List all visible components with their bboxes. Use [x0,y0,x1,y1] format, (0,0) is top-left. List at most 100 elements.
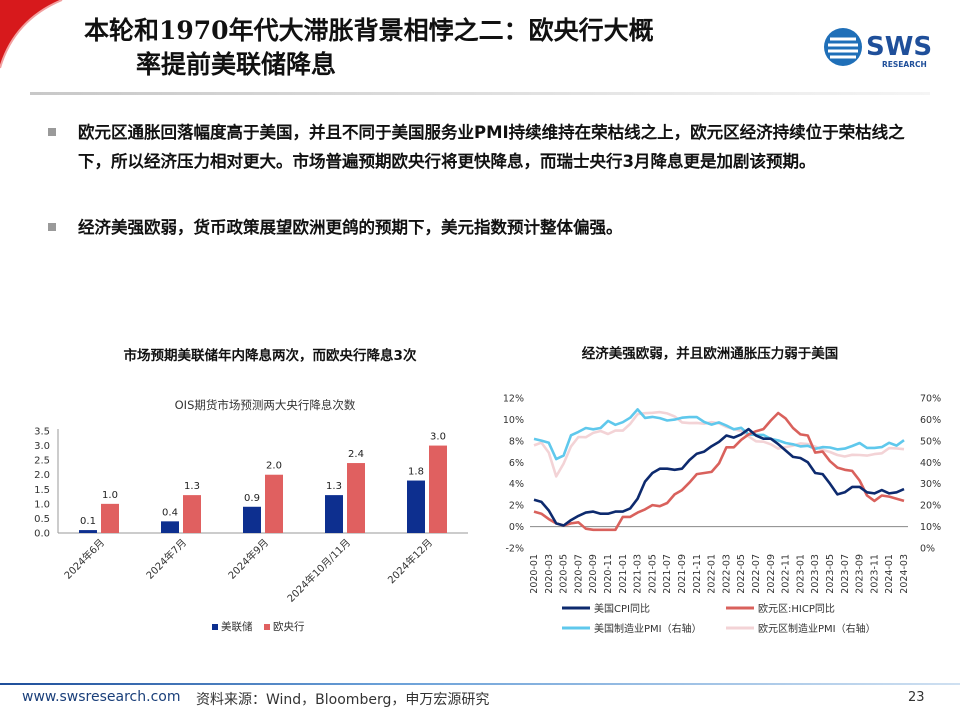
chart2-line-us-pmi [533,408,905,461]
chart1-ytick-label: 2.5 [34,456,50,467]
inflation-pmi-line-chart: -2% 0% 2% 4% 6% 8% 10% 12% 0% 10% 20% 30% 40% 50% 60% 7… [503,394,941,636]
chart2-left-tick-label: 10% [503,415,524,426]
chart1-bar-ecb [101,503,119,533]
chart2-right-tick-label: 70% [920,394,941,405]
chart2-left-tick-label: 6% [509,458,524,469]
chart1-data-label: 0.4 [162,507,178,518]
chart1-data-label: 1.3 [184,481,200,492]
chart1-category-label: 2024年10月/11月 [284,536,353,605]
chart1-legend-label: 欧央行 [273,620,305,633]
chart1-ytick-label: 0.0 [34,529,50,540]
chart2-x-tick-label: 2022-09 [766,554,777,594]
chart1-bar-fed [79,530,97,533]
chart1-bar-fed [243,506,261,533]
chart1-bar-ecb [265,474,283,533]
page-number: 23 [908,690,925,705]
chart1-legend-swatch [212,624,218,630]
chart1-data-label: 1.8 [408,467,424,478]
chart1-bar-ecb [347,463,365,533]
chart2-x-tick-label: 2020-11 [603,554,614,594]
chart2-left-tick-label: 4% [509,479,524,490]
chart2-x-tick-label: 2020-07 [573,554,584,594]
chart2-right-tick-label: 0% [920,544,935,555]
chart1-data-label: 3.0 [430,432,446,443]
chart2-left-tick-label: 8% [509,436,524,447]
chart1-category-label: 2024年6月 [61,536,107,582]
chart2-left-tick-label: 2% [509,501,524,512]
chart2-left-tick-label: 12% [503,394,524,405]
chart2-x-tick-label: 2024-01 [884,554,895,594]
chart2-panel-title: 经济美强欧弱，并且欧洲通胀压力弱于美国 [581,346,839,362]
chart1-bar-fed [325,495,343,533]
bullet-1-text: 欧元区通胀回落幅度高于美国，并且不同于美国服务业PMI持续维持在荣枯线之上，欧元… [78,123,905,171]
chart1-ytick-label: 1.5 [34,485,50,496]
chart2-x-tick-label: 2023-03 [810,554,821,594]
chart2-right-tick-label: 60% [920,415,941,426]
chart2-line-ez-hicp [533,411,905,532]
chart1-data-label: 1.0 [102,490,118,501]
chart2-legend-label: 美国CPI同比 [594,602,650,615]
chart1-ytick-label: 3.0 [34,441,50,452]
footer-website-link[interactable]: www.swsresearch.com [22,689,181,705]
chart2-x-tick-label: 2021-03 [633,554,644,594]
chart2-line-us-cpi [533,427,905,527]
chart1-legend-label: 美联储 [221,620,253,633]
rate-cut-bar-chart: OIS期货市场预测两大央行降息次数 0.0 0.5 1.0 1.5 2.0 2.5 3.0 3.… [34,398,468,633]
chart1-data-label: 1.3 [326,481,342,492]
bullet-square-icon [48,128,56,136]
chart2-x-tick-label: 2021-07 [662,554,673,594]
chart1-bar-ecb [183,495,201,533]
logo-text: SWS [866,32,932,62]
chart2-right-tick-label: 10% [920,522,941,533]
sws-logo: SWS RESEARCH [824,28,932,69]
chart2-x-tick-label: 2021-01 [618,554,629,594]
chart2-x-tick-label: 2023-09 [855,554,866,594]
bullet-1: 欧元区通胀回落幅度高于美国，并且不同于美国服务业PMI持续维持在荣枯线之上，欧元… [48,118,928,176]
bullet-2-text: 经济美强欧弱，货币政策展望欧洲更鸽的预期下，美元指数预计整体偏强。 [78,218,623,237]
chart2-legend-label: 欧元区制造业PMI（右轴） [758,622,876,635]
chart1-legend-swatch [264,624,270,630]
chart2-left-tick-label: 0% [509,522,524,533]
chart1-panel-title: 市场预期美联储年内降息两次，而欧央行降息3次 [123,348,417,364]
chart2-right-tick-label: 30% [920,479,941,490]
chart2-x-tick-label: 2021-05 [647,554,658,594]
chart2-right-tick-label: 50% [920,436,941,447]
chart1-ytick-label: 1.0 [34,499,50,510]
corner-arc-decoration [0,0,63,69]
chart2-x-tick-label: 2022-01 [707,554,718,594]
chart2-x-tick-label: 2023-07 [840,554,851,594]
chart2-x-tick-label: 2021-11 [692,554,703,594]
chart2-x-tick-label: 2021-09 [677,554,688,594]
chart1-bar-fed [407,480,425,533]
chart2-x-tick-label: 2020-03 [544,554,555,594]
chart2-right-tick-label: 40% [920,458,941,469]
chart1-title: OIS期货市场预测两大央行降息次数 [175,398,356,412]
logo-subtext: RESEARCH [882,60,927,69]
chart2-x-tick-label: 2020-05 [559,554,570,594]
chart1-bar-ecb [429,445,447,533]
chart2-x-tick-label: 2020-01 [529,554,540,594]
chart2-x-tick-label: 2022-11 [781,554,792,594]
chart1-bar-fed [161,521,179,533]
bullet-2: 经济美强欧弱，货币政策展望欧洲更鸽的预期下，美元指数预计整体偏强。 [48,213,928,242]
chart2-x-tick-label: 2022-03 [721,554,732,594]
chart1-category-label: 2024年12月 [385,536,435,586]
chart2-x-tick-label: 2022-07 [751,554,762,594]
chart2-x-tick-label: 2023-01 [795,554,806,594]
chart1-data-label: 2.4 [348,449,364,460]
chart1-data-label: 2.0 [266,461,282,472]
chart2-x-tick-label: 2024-03 [899,554,910,594]
chart1-data-label: 0.1 [80,516,96,527]
title-line-1: 本轮和1970年代大滞胀背景相悖之二：欧央行大概 [84,16,654,45]
chart2-legend-label: 美国制造业PMI（右轴） [594,622,702,635]
footer-source: 资料来源：Wind，Bloomberg，申万宏源研究 [196,692,490,708]
bullet-square-icon [48,223,56,231]
footer-divider [0,683,960,685]
chart2-x-tick-label: 2020-09 [588,554,599,594]
header-divider [30,92,930,95]
title-line-2: 率提前美联储降息 [136,50,337,79]
chart2-x-tick-label: 2023-11 [869,554,880,594]
chart1-ytick-label: 0.5 [34,514,50,525]
chart1-ytick-label: 3.5 [34,427,50,438]
chart2-x-tick-label: 2023-05 [825,554,836,594]
